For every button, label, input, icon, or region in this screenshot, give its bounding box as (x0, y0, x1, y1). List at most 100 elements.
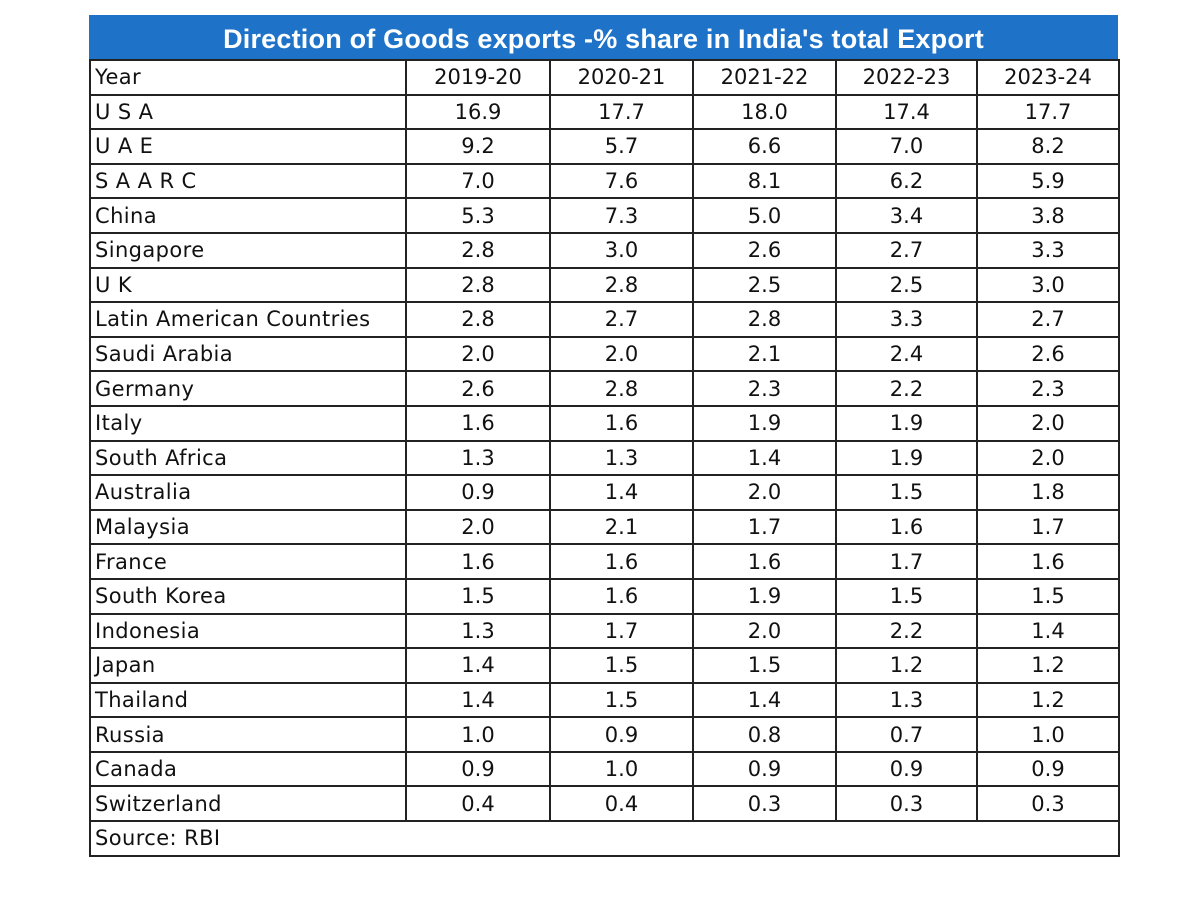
value-cell: 1.4 (976, 612, 1120, 650)
value-cell: 1.9 (835, 439, 978, 477)
value-cell: 2.6 (405, 370, 551, 407)
table-row: Canada 0.9 1.0 0.9 0.9 0.9 (89, 750, 1120, 788)
value-cell: 2.5 (835, 266, 978, 304)
value-cell: 1.6 (549, 543, 694, 580)
column-header-2022-23: 2022-23 (835, 59, 978, 96)
value-cell: 5.7 (549, 128, 694, 165)
value-cell: 1.7 (692, 508, 837, 546)
value-cell: 0.9 (692, 750, 837, 788)
value-cell: 2.6 (976, 335, 1120, 373)
value-cell: 2.8 (692, 301, 837, 338)
value-cell: 0.8 (692, 716, 837, 753)
value-cell: 1.5 (976, 577, 1120, 615)
table-row: France 1.6 1.6 1.6 1.7 1.6 (89, 543, 1120, 580)
value-cell: 9.2 (405, 128, 551, 165)
row-label: China (89, 197, 407, 234)
value-cell: 1.2 (976, 647, 1120, 684)
row-label: South Africa (89, 439, 407, 477)
value-cell: 0.4 (549, 785, 694, 823)
table-row: Australia 0.9 1.4 2.0 1.5 1.8 (89, 474, 1120, 511)
value-cell: 16.9 (405, 93, 551, 131)
value-cell: 0.4 (405, 785, 551, 823)
value-cell: 2.4 (835, 335, 978, 373)
table-row: Thailand 1.4 1.5 1.4 1.3 1.2 (89, 681, 1120, 719)
row-label: Indonesia (89, 612, 407, 650)
row-label: U K (89, 266, 407, 304)
value-cell: 1.4 (405, 647, 551, 684)
table-row: Japan 1.4 1.5 1.5 1.2 1.2 (89, 647, 1120, 684)
value-cell: 3.8 (976, 197, 1120, 234)
table-row: China 5.3 7.3 5.0 3.4 3.8 (89, 197, 1120, 234)
value-cell: 1.6 (549, 577, 694, 615)
value-cell: 6.2 (835, 162, 978, 200)
row-label: Canada (89, 750, 407, 788)
value-cell: 2.1 (692, 335, 837, 373)
value-cell: 1.3 (835, 681, 978, 719)
value-cell: 0.3 (835, 785, 978, 823)
table-row: Singapore 2.8 3.0 2.6 2.7 3.3 (89, 231, 1120, 269)
value-cell: 17.4 (835, 93, 978, 131)
value-cell: 7.0 (835, 128, 978, 165)
source-row: Source: RBI (89, 820, 1120, 857)
table-row: U S A 16.9 17.7 18.0 17.4 17.7 (89, 93, 1120, 131)
row-label: Saudi Arabia (89, 335, 407, 373)
value-cell: 1.3 (405, 439, 551, 477)
value-cell: 1.7 (976, 508, 1120, 546)
value-cell: 2.7 (549, 301, 694, 338)
table-row: Latin American Countries 2.8 2.7 2.8 3.3 2.7 (89, 301, 1120, 338)
value-cell: 2.8 (405, 266, 551, 304)
row-label: Japan (89, 647, 407, 684)
value-cell: 2.0 (692, 612, 837, 650)
value-cell: 1.5 (835, 577, 978, 615)
value-cell: 2.8 (405, 231, 551, 269)
value-cell: 2.7 (835, 231, 978, 269)
value-cell: 2.0 (405, 508, 551, 546)
column-header-2023-24: 2023-24 (976, 59, 1120, 96)
value-cell: 1.6 (976, 543, 1120, 580)
value-cell: 1.4 (692, 439, 837, 477)
row-label: U S A (89, 93, 407, 131)
value-cell: 2.0 (976, 439, 1120, 477)
value-cell: 1.2 (976, 681, 1120, 719)
value-cell: 7.0 (405, 162, 551, 200)
row-label: Thailand (89, 681, 407, 719)
exports-table-figure: Direction of Goods exports -% share in I… (89, 15, 1120, 857)
data-table: Year 2019-20 2020-21 2021-22 2022-23 2023-24… (89, 59, 1120, 857)
table-row: Indonesia 1.3 1.7 2.0 2.2 1.4 (89, 612, 1120, 650)
value-cell: 1.6 (405, 543, 551, 580)
value-cell: 1.5 (835, 474, 978, 511)
value-cell: 1.4 (549, 474, 694, 511)
value-cell: 1.5 (405, 577, 551, 615)
value-cell: 1.0 (549, 750, 694, 788)
row-label: Australia (89, 474, 407, 511)
value-cell: 0.3 (692, 785, 837, 823)
table-row: Switzerland 0.4 0.4 0.3 0.3 0.3 (89, 785, 1120, 823)
value-cell: 2.2 (835, 612, 978, 650)
value-cell: 3.0 (976, 266, 1120, 304)
value-cell: 0.9 (835, 750, 978, 788)
value-cell: 0.9 (405, 750, 551, 788)
table-body: U S A 16.9 17.7 18.0 17.4 17.7 U A E 9.2 5.7 6.6 7… (89, 93, 1120, 823)
value-cell: 0.9 (405, 474, 551, 511)
value-cell: 1.0 (405, 716, 551, 753)
value-cell: 1.6 (835, 508, 978, 546)
value-cell: 2.3 (692, 370, 837, 407)
table-row: Italy 1.6 1.6 1.9 1.9 2.0 (89, 404, 1120, 442)
value-cell: 0.9 (976, 750, 1120, 788)
table-row: S A A R C 7.0 7.6 8.1 6.2 5.9 (89, 162, 1120, 200)
row-label: Switzerland (89, 785, 407, 823)
value-cell: 1.9 (692, 404, 837, 442)
value-cell: 3.3 (976, 231, 1120, 269)
value-cell: 2.1 (549, 508, 694, 546)
column-header-2021-22: 2021-22 (692, 59, 837, 96)
value-cell: 1.5 (549, 681, 694, 719)
value-cell: 17.7 (976, 93, 1120, 131)
value-cell: 1.4 (405, 681, 551, 719)
row-label: S A A R C (89, 162, 407, 200)
value-cell: 5.3 (405, 197, 551, 234)
row-label: France (89, 543, 407, 580)
value-cell: 1.2 (835, 647, 978, 684)
value-cell: 2.8 (549, 370, 694, 407)
value-cell: 3.3 (835, 301, 978, 338)
value-cell: 2.0 (549, 335, 694, 373)
